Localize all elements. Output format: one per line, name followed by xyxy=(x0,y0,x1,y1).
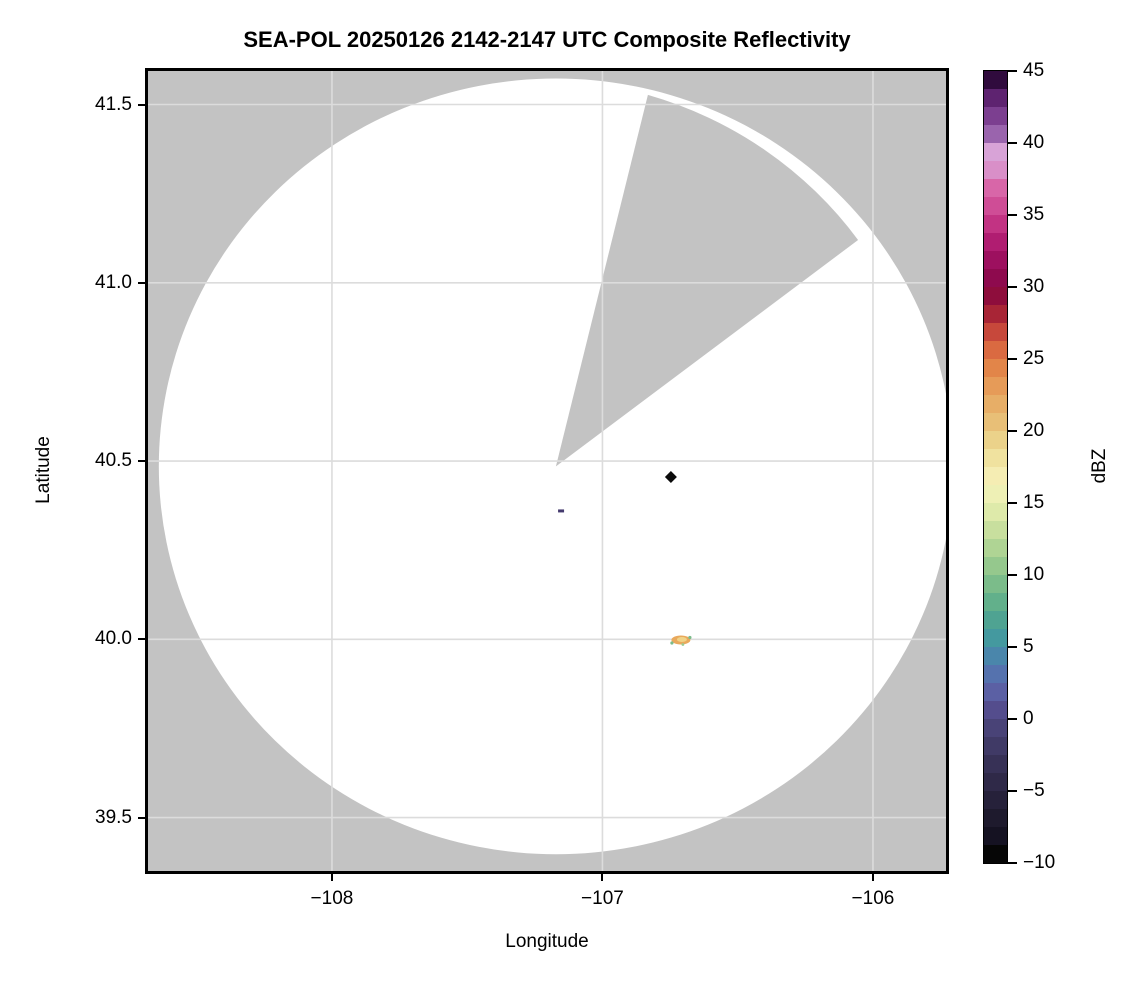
colorbar-band xyxy=(984,125,1007,143)
colorbar-band xyxy=(984,269,1007,287)
colorbar-band xyxy=(984,845,1007,863)
echo-dash xyxy=(558,509,565,513)
colorbar-band xyxy=(984,215,1007,233)
colorbar-tick-mark xyxy=(1008,286,1017,288)
colorbar-tick-label: 5 xyxy=(1023,636,1034,657)
colorbar-band xyxy=(984,251,1007,269)
radar-coverage-map xyxy=(148,71,946,871)
missing-data-wedge xyxy=(555,94,859,467)
colorbar-band xyxy=(984,107,1007,125)
colorbar-band xyxy=(984,287,1007,305)
colorbar-tick-label: −10 xyxy=(1023,852,1056,873)
colorbar-band xyxy=(984,503,1007,521)
y-tick-mark xyxy=(138,103,145,106)
colorbar-band xyxy=(984,413,1007,431)
colorbar-band xyxy=(984,719,1007,737)
x-axis-label: Longitude xyxy=(505,931,589,952)
echo-diamond xyxy=(664,471,677,484)
x-tick-mark xyxy=(871,874,874,881)
colorbar-tick-mark xyxy=(1008,214,1017,216)
colorbar-band xyxy=(984,449,1007,467)
colorbar-tick-mark xyxy=(1008,502,1017,504)
colorbar-band xyxy=(984,557,1007,575)
colorbar xyxy=(983,70,1008,864)
colorbar-tick-mark xyxy=(1008,70,1017,72)
colorbar-band xyxy=(984,143,1007,161)
x-tick-mark xyxy=(330,874,333,881)
y-tick-mark xyxy=(138,460,145,463)
colorbar-band xyxy=(984,773,1007,791)
colorbar-band xyxy=(984,665,1007,683)
y-axis-label: Latitude xyxy=(33,436,54,504)
x-tick-label: −108 xyxy=(310,888,354,909)
y-tick-label: 40.5 xyxy=(95,450,132,472)
colorbar-band xyxy=(984,683,1007,701)
colorbar-band xyxy=(984,575,1007,593)
colorbar-band xyxy=(984,359,1007,377)
colorbar-band xyxy=(984,539,1007,557)
colorbar-tick-label: 35 xyxy=(1023,204,1045,225)
colorbar-tick-label: 20 xyxy=(1023,420,1045,441)
colorbar-band xyxy=(984,791,1007,809)
colorbar-band xyxy=(984,701,1007,719)
colorbar-tick-mark xyxy=(1008,430,1017,432)
colorbar-band xyxy=(984,233,1007,251)
colorbar-band xyxy=(984,629,1007,647)
colorbar-band xyxy=(984,521,1007,539)
colorbar-band xyxy=(984,467,1007,485)
colorbar-tick-label: 25 xyxy=(1023,348,1045,369)
colorbar-band xyxy=(984,341,1007,359)
colorbar-tick-label: 30 xyxy=(1023,276,1045,297)
colorbar-tick-label: −5 xyxy=(1023,780,1045,801)
colorbar-band xyxy=(984,647,1007,665)
y-tick-mark xyxy=(138,816,145,819)
colorbar-band xyxy=(984,71,1007,89)
colorbar-tick-mark xyxy=(1008,574,1017,576)
colorbar-band xyxy=(984,485,1007,503)
colorbar-band xyxy=(984,755,1007,773)
colorbar-tick-label: 15 xyxy=(1023,492,1045,513)
colorbar-band xyxy=(984,179,1007,197)
echo-blob xyxy=(670,635,692,646)
y-tick-label: 39.5 xyxy=(95,806,132,828)
radar-coverage-circle xyxy=(158,78,946,855)
colorbar-tick-label: 0 xyxy=(1023,708,1034,729)
colorbar-tick-label: 45 xyxy=(1023,60,1045,81)
y-tick-mark xyxy=(138,281,145,284)
x-tick-mark xyxy=(601,874,604,881)
colorbar-tick-mark xyxy=(1008,718,1017,720)
y-tick-label: 41.0 xyxy=(95,271,132,293)
colorbar-band xyxy=(984,395,1007,413)
y-tick-mark xyxy=(138,638,145,641)
x-tick-label: −106 xyxy=(851,888,895,909)
colorbar-band xyxy=(984,377,1007,395)
colorbar-band xyxy=(984,197,1007,215)
colorbar-band xyxy=(984,161,1007,179)
colorbar-band xyxy=(984,323,1007,341)
colorbar-band xyxy=(984,305,1007,323)
colorbar-label: dBZ xyxy=(1089,448,1110,484)
colorbar-band xyxy=(984,89,1007,107)
colorbar-tick-mark xyxy=(1008,790,1017,792)
colorbar-band xyxy=(984,611,1007,629)
colorbar-tick-label: 10 xyxy=(1023,564,1045,585)
colorbar-band xyxy=(984,431,1007,449)
x-tick-label: −107 xyxy=(581,888,624,909)
map-plot-area xyxy=(145,68,949,874)
colorbar-tick-mark xyxy=(1008,862,1017,864)
colorbar-tick-mark xyxy=(1008,646,1017,648)
colorbar-band xyxy=(984,737,1007,755)
colorbar-tick-label: 40 xyxy=(1023,132,1045,153)
colorbar-band xyxy=(984,827,1007,845)
y-tick-label: 41.5 xyxy=(95,93,132,115)
colorbar-band xyxy=(984,593,1007,611)
page-title: SEA-POL 20250126 2142-2147 UTC Composite… xyxy=(243,27,851,52)
colorbar-band xyxy=(984,809,1007,827)
y-tick-label: 40.0 xyxy=(95,628,132,650)
colorbar-tick-mark xyxy=(1008,142,1017,144)
colorbar-tick-mark xyxy=(1008,358,1017,360)
